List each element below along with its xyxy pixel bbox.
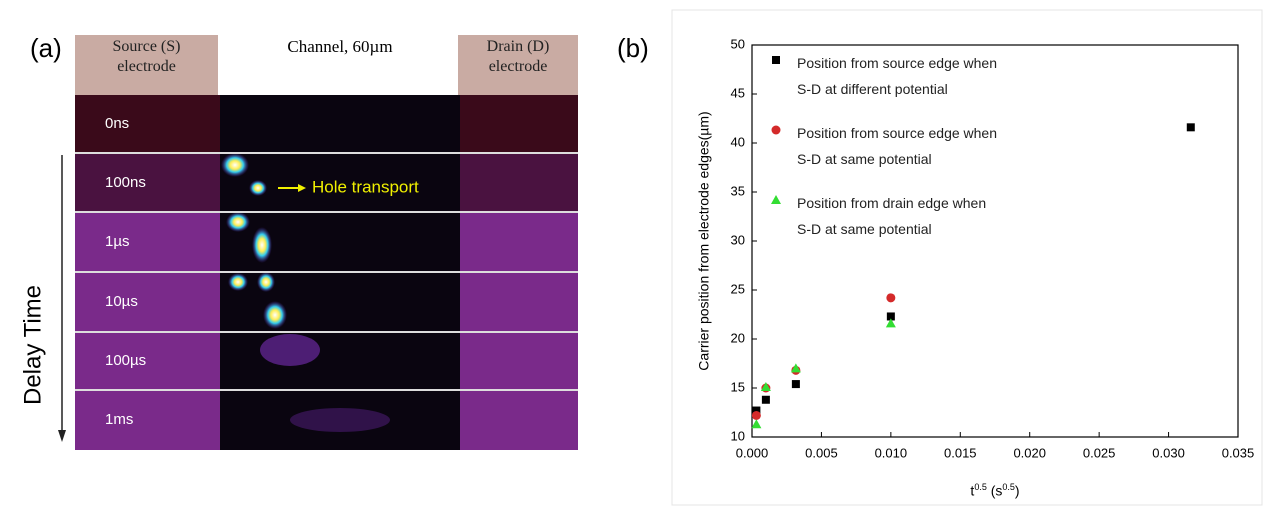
delay-label: 100µs: [105, 352, 146, 369]
delay-arrowhead: [58, 430, 66, 442]
drain-label: Drain (D) electrode: [486, 38, 550, 75]
x-label-part: 0.5: [974, 482, 987, 492]
data-point: [886, 312, 895, 321]
x-label-part: 0.5: [1002, 482, 1015, 492]
data-point: [760, 382, 771, 392]
panel-label: (b): [617, 33, 649, 63]
x-label-part: t: [970, 482, 975, 499]
legend-marker: [771, 195, 781, 204]
x-label-part: (s: [986, 482, 1003, 499]
data-point: [751, 419, 762, 429]
data-point: [1186, 123, 1195, 132]
y-tick-label: 35: [731, 183, 745, 198]
data-point: [752, 406, 761, 415]
y-tick-label: 40: [731, 134, 745, 149]
x-tick-label: 0.010: [875, 445, 908, 460]
annotation-arrowhead: [298, 184, 306, 192]
data-point: [791, 380, 800, 389]
y-tick-label: 20: [731, 330, 745, 345]
data-point: [751, 410, 761, 420]
y-tick-label: 10: [731, 428, 745, 443]
legend-marker: [772, 56, 780, 64]
data-point: [761, 395, 770, 404]
panel-b-frame: [671, 9, 1263, 506]
data-point: [790, 363, 801, 373]
delay-label: 1µs: [105, 233, 130, 250]
delay-label: 10µs: [105, 293, 138, 310]
x-tick-label: 0.015: [944, 445, 977, 460]
source-box: [75, 35, 218, 95]
delay-axis-label: Delay Time: [19, 285, 46, 405]
y-tick-label: 25: [731, 281, 745, 296]
delay-label: 100ns: [105, 174, 146, 191]
legend-label: Position from drain edge when S-D at sam…: [797, 195, 987, 237]
y-tick-label: 50: [731, 36, 745, 51]
delay-label: 0ns: [105, 115, 129, 132]
y-tick-label: 15: [731, 379, 745, 394]
x-tick-label: 0.020: [1013, 445, 1046, 460]
legend-label: Position from source edge when S-D at sa…: [797, 125, 997, 167]
legend-marker: [771, 125, 781, 135]
x-tick-label: 0.000: [736, 445, 769, 460]
row-dividers: [75, 152, 578, 391]
x-tick-label: 0.005: [805, 445, 838, 460]
x-label-part: ): [1014, 482, 1020, 499]
legend-label: Position from source edge when S-D at di…: [797, 55, 997, 97]
channel-label: Channel, 60µm: [287, 37, 392, 56]
annotation: Hole transport: [312, 177, 419, 196]
data-point: [885, 318, 896, 328]
drain-box: [458, 35, 578, 95]
data-point: [886, 293, 896, 303]
y-tick-label: 30: [731, 232, 745, 247]
panel-label: (a): [30, 33, 62, 63]
y-tick-label: 45: [731, 85, 745, 100]
delay-label: 1ms: [105, 411, 133, 428]
x-tick-label: 0.030: [1152, 445, 1185, 460]
x-tick-label: 0.025: [1083, 445, 1116, 460]
x-axis-label: t0.5 (s0.5): [752, 482, 1238, 500]
x-tick-label: 0.035: [1222, 445, 1255, 460]
carrier-blobs: [221, 153, 390, 432]
y-axis-label: Carrier position from electrode edges(µm…: [696, 111, 712, 370]
source-label: Source (S) electrode: [112, 38, 181, 75]
